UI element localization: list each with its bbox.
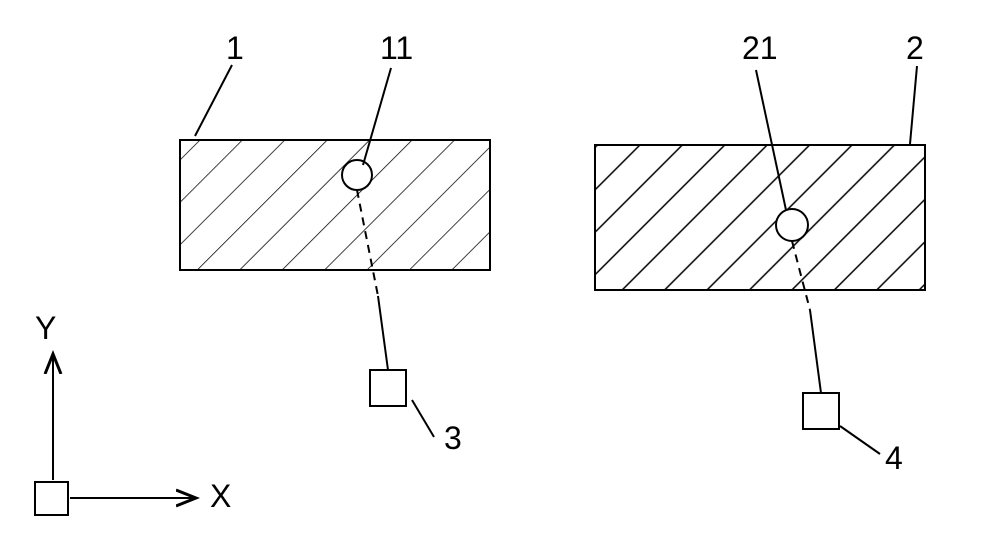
origin-square <box>35 482 68 515</box>
label-y: Y <box>35 310 56 347</box>
sensor-3-square <box>370 370 406 406</box>
leader-2 <box>910 66 917 144</box>
right-block <box>595 145 925 290</box>
connector-right <box>810 310 821 393</box>
sensor-4-square <box>803 393 839 429</box>
label-4: 4 <box>885 440 903 477</box>
connector-left <box>378 296 388 370</box>
label-21: 21 <box>742 30 778 67</box>
label-11: 11 <box>380 30 413 67</box>
leader-1 <box>195 65 232 136</box>
hole-21 <box>776 209 808 241</box>
left-block <box>180 140 490 270</box>
label-1: 1 <box>226 30 244 67</box>
label-x: X <box>210 478 231 515</box>
leader-3 <box>412 400 434 437</box>
leader-4 <box>840 426 880 454</box>
hole-11 <box>342 160 372 190</box>
diagram-canvas <box>0 0 1000 545</box>
label-3: 3 <box>444 420 462 457</box>
label-2: 2 <box>906 30 924 67</box>
